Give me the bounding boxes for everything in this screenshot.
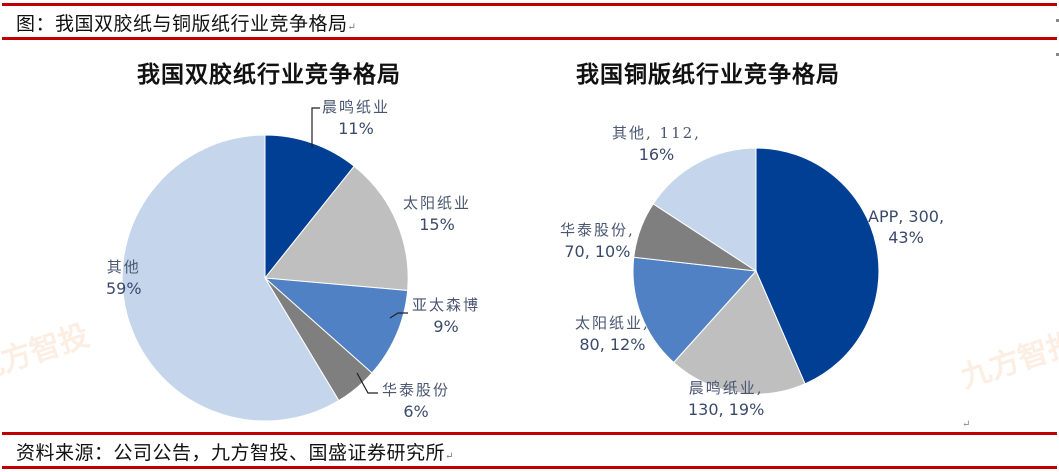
right-chart-title: 我国铜版纸行业竞争格局 xyxy=(576,61,840,88)
leader-line xyxy=(356,372,378,394)
left-label-chenming: 晨鸣纸业 11% xyxy=(322,98,391,138)
right-slice-app[interactable] xyxy=(755,147,880,385)
left-slice-yataisenbo[interactable] xyxy=(263,277,409,374)
margin-mark xyxy=(1056,19,1059,22)
right-label-other: 其他, 112, 16% xyxy=(612,124,701,164)
right-slice-chenming[interactable] xyxy=(672,270,806,395)
left-label-huatai: 华泰股份 6% xyxy=(382,381,451,421)
margin-mark xyxy=(1056,53,1059,56)
figure-source: 资料来源：公司公告，九方智投、国盛证券研究所↵ xyxy=(16,438,454,465)
figure-source-text: 资料来源：公司公告，九方智投、国盛证券研究所 xyxy=(16,442,446,464)
paragraph-mark-icon: ↵ xyxy=(962,419,971,430)
right-slice-other[interactable] xyxy=(652,147,757,272)
source-bottom-rule xyxy=(2,466,1057,469)
leader-line xyxy=(389,312,408,319)
source-top-rule xyxy=(2,432,1057,435)
figure-caption: 图：我国双胶纸与铜版纸行业竞争格局↵ xyxy=(16,9,356,36)
right-slice-taiyang[interactable] xyxy=(632,256,758,364)
left-slice-taiyang[interactable] xyxy=(264,165,409,292)
left-label-yataisenbo: 亚太森博 9% xyxy=(412,296,481,336)
paragraph-mark-icon: ↵ xyxy=(445,451,454,462)
left-chart-title: 我国双胶纸行业竞争格局 xyxy=(137,61,401,88)
caption-top-rule xyxy=(2,3,1057,6)
figure-caption-text: 图：我国双胶纸与铜版纸行业竞争格局 xyxy=(16,13,348,35)
paragraph-mark-icon: ↵ xyxy=(347,22,357,33)
caption-bottom-rule xyxy=(2,37,1057,40)
right-label-app: APP, 300, 43% xyxy=(868,207,945,247)
leader-line xyxy=(311,107,320,148)
left-label-other: 其他 59% xyxy=(106,258,142,298)
left-slice-other[interactable] xyxy=(121,134,340,422)
right-label-huatai: 华泰股份, 70, 10% xyxy=(560,221,635,261)
right-label-chenming: 晨鸣纸业, 130, 19% xyxy=(688,379,765,419)
right-label-taiyang: 太阳纸业, 80, 12% xyxy=(575,314,650,354)
left-label-taiyang: 太阳纸业 15% xyxy=(403,194,472,234)
